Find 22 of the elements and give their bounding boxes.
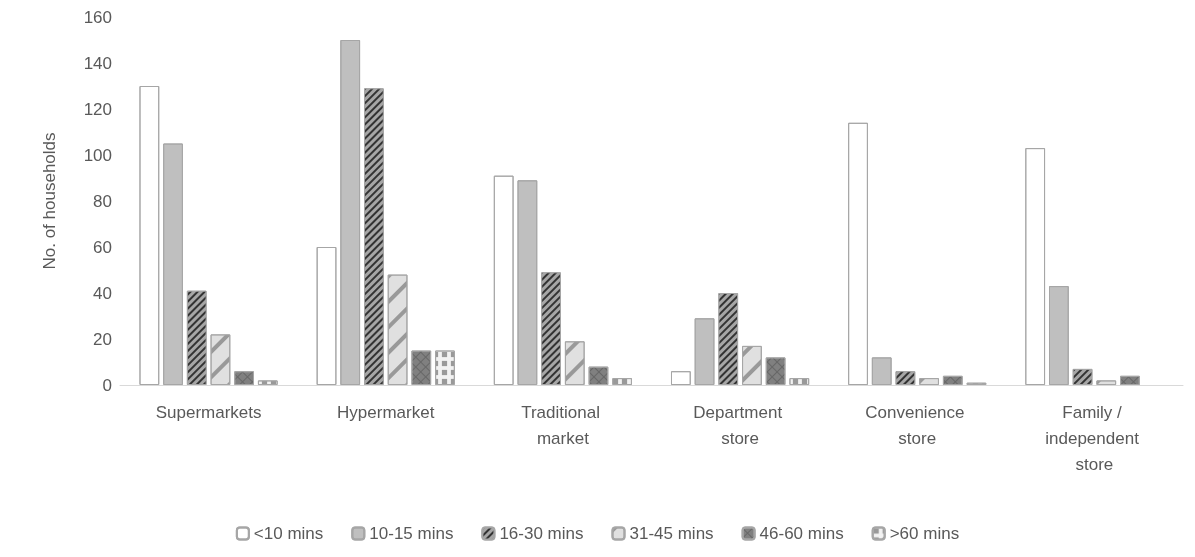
x-tick-label: Department store <box>693 402 787 448</box>
y-tick-label: 160 <box>83 7 112 27</box>
y-tick-label: 60 <box>93 237 112 257</box>
y-tick-label: 20 <box>93 329 112 349</box>
x-tick-label: Convenience store <box>865 402 970 448</box>
y-axis-title: No. of households <box>40 132 59 270</box>
y-tick-label: 0 <box>102 375 112 395</box>
x-tick-label: Family / independent store <box>1045 402 1144 474</box>
x-tick-label: Supermarkets <box>155 402 262 422</box>
y-tick-label: 140 <box>83 53 112 73</box>
legend-label: 31-45 mins <box>629 524 714 543</box>
y-tick-label: 120 <box>83 99 112 119</box>
legend-label: <10 mins <box>253 524 324 543</box>
y-tick-label: 40 <box>93 283 112 303</box>
legend-label: 16-30 mins <box>499 524 584 543</box>
legend-label: >60 mins <box>889 524 960 543</box>
legend-label: 46-60 mins <box>759 524 844 543</box>
y-tick-label: 100 <box>83 145 112 165</box>
y-tick-label: 80 <box>93 191 112 211</box>
x-tick-label: Hypermarket <box>337 402 435 422</box>
x-tick-label: Traditional market <box>521 402 605 448</box>
legend-label: 10-15 mins <box>369 524 454 543</box>
